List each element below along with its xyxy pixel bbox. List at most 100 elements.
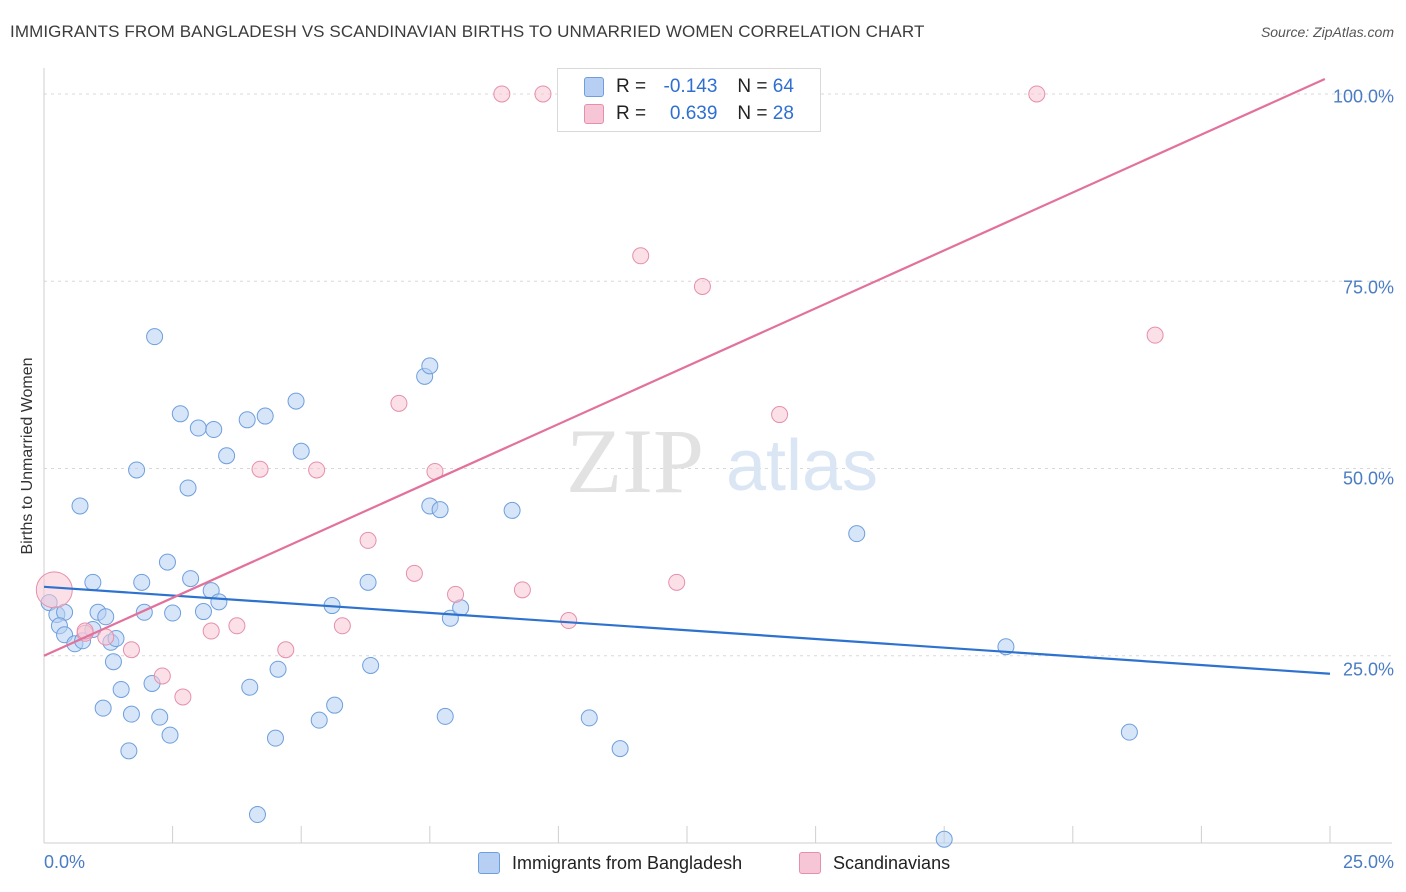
- data-point-bangladesh: [431, 501, 449, 519]
- data-point-bangladesh: [104, 653, 122, 671]
- series-legend-scandinavian[interactable]: Scandinavians: [799, 852, 950, 874]
- data-point-scandinavian: [513, 581, 531, 599]
- data-point-scandinavian: [202, 622, 220, 640]
- y-tick-label: 25.0%: [1342, 659, 1394, 680]
- trend-lines: [43, 77, 1331, 675]
- y-tick-label: 75.0%: [1342, 277, 1394, 298]
- series-name: Scandinavians: [833, 852, 951, 873]
- data-point-scandinavian: [122, 641, 140, 659]
- correlation-legend: R = -0.143 N = 64 R = 0.639 N = 28: [557, 68, 821, 132]
- data-point-bangladesh: [151, 708, 169, 726]
- data-point-scandinavian: [308, 461, 326, 479]
- data-point-scandinavian: [771, 406, 789, 424]
- data-point-bangladesh: [248, 806, 266, 824]
- series-legend: Immigrants from Bangladesh Scandinavians: [0, 852, 1406, 878]
- data-point-bangladesh: [935, 830, 953, 848]
- n-value: 28: [772, 103, 794, 124]
- legend-swatch-blue: [584, 77, 604, 97]
- data-point-bangladesh: [94, 699, 112, 717]
- data-point-bangladesh: [611, 740, 629, 758]
- data-point-bangladesh: [238, 411, 256, 429]
- legend-swatch-pink: [584, 104, 604, 124]
- data-point-bangladesh: [112, 680, 130, 698]
- data-point-bangladesh: [421, 357, 439, 375]
- data-point-bangladesh: [161, 726, 179, 744]
- n-label: N =: [737, 76, 768, 97]
- source-credit: Source: ZipAtlas.com: [1260, 24, 1394, 40]
- data-point-scandinavian: [174, 688, 192, 706]
- data-point-scandinavian: [493, 85, 511, 103]
- series-name: Immigrants from Bangladesh: [512, 852, 743, 873]
- data-point-bangladesh: [269, 660, 287, 678]
- data-point-bangladesh: [436, 707, 454, 725]
- data-point-scandinavian: [35, 571, 73, 609]
- data-point-bangladesh: [133, 573, 151, 591]
- data-point-bangladesh: [266, 729, 284, 747]
- data-point-bangladesh: [97, 608, 115, 626]
- r-label: R =: [616, 103, 647, 124]
- series-swatch-blue: [478, 852, 500, 874]
- data-point-bangladesh: [171, 405, 189, 423]
- data-point-bangladesh: [287, 392, 305, 410]
- data-point-bangladesh: [179, 479, 197, 497]
- x-tick-label-max: 25.0%: [1342, 852, 1394, 872]
- data-point-bangladesh: [194, 603, 212, 621]
- data-point-scandinavian: [534, 85, 552, 103]
- data-point-scandinavian: [153, 667, 171, 685]
- data-point-bangladesh: [205, 421, 223, 439]
- data-point-bangladesh: [158, 553, 176, 571]
- data-point-scandinavian: [693, 277, 711, 295]
- data-point-scandinavian: [560, 612, 578, 630]
- data-point-bangladesh: [359, 573, 377, 591]
- y-tick-label: 50.0%: [1342, 468, 1394, 489]
- chart-title: IMMIGRANTS FROM BANGLADESH VS SCANDINAVI…: [10, 22, 925, 41]
- data-point-scandinavian: [359, 531, 377, 549]
- data-point-bangladesh: [210, 593, 228, 611]
- data-point-bangladesh: [1120, 723, 1138, 741]
- data-point-bangladesh: [71, 497, 89, 515]
- data-point-scandinavian: [1028, 85, 1046, 103]
- data-point-bangladesh: [256, 407, 274, 425]
- data-point-scandinavian: [632, 247, 650, 265]
- data-point-scandinavian: [447, 585, 465, 603]
- data-point-bangladesh: [189, 419, 207, 437]
- trend-line-bangladesh: [43, 585, 1331, 675]
- gridlines: [44, 93, 1392, 657]
- y-tick-label: 100.0%: [1332, 86, 1394, 107]
- legend-row-bangladesh: R = -0.143 N = 64: [584, 74, 794, 100]
- series-legend-bangladesh[interactable]: Immigrants from Bangladesh: [478, 852, 742, 874]
- data-point-bangladesh: [503, 501, 521, 519]
- data-point-bangladesh: [292, 442, 310, 460]
- series-swatch-pink: [799, 852, 821, 874]
- r-value: -0.143: [663, 76, 718, 97]
- data-point-scandinavian: [390, 394, 408, 412]
- trend-line-scandinavian: [43, 77, 1326, 657]
- data-point-bangladesh: [310, 711, 328, 729]
- watermark-zip: ZIP: [566, 410, 704, 512]
- r-label: R =: [616, 76, 647, 97]
- r-value: 0.639: [669, 103, 718, 124]
- data-point-bangladesh: [120, 742, 138, 760]
- data-point-bangladesh: [362, 656, 380, 674]
- data-point-scandinavian: [228, 617, 246, 635]
- axes: [43, 68, 1392, 844]
- n-value: 64: [772, 76, 794, 97]
- data-point-scandinavian: [277, 641, 295, 659]
- n-label: N =: [737, 103, 768, 124]
- data-point-bangladesh: [164, 604, 182, 622]
- data-point-bangladesh: [122, 705, 140, 723]
- data-point-bangladesh: [128, 461, 146, 479]
- data-point-bangladesh: [84, 573, 102, 591]
- data-point-scandinavian: [1146, 326, 1164, 344]
- data-point-scandinavian: [668, 573, 686, 591]
- data-point-bangladesh: [241, 678, 259, 696]
- data-point-scandinavian: [405, 564, 423, 582]
- data-point-bangladesh: [848, 525, 866, 543]
- data-point-bangladesh: [326, 696, 344, 714]
- legend-row-scandinavian: R = 0.639 N = 28: [584, 101, 794, 127]
- watermark-atlas: atlas: [726, 426, 878, 506]
- data-point-bangladesh: [218, 447, 236, 465]
- data-point-bangladesh: [146, 328, 164, 346]
- scandinavian-points: [35, 85, 1164, 706]
